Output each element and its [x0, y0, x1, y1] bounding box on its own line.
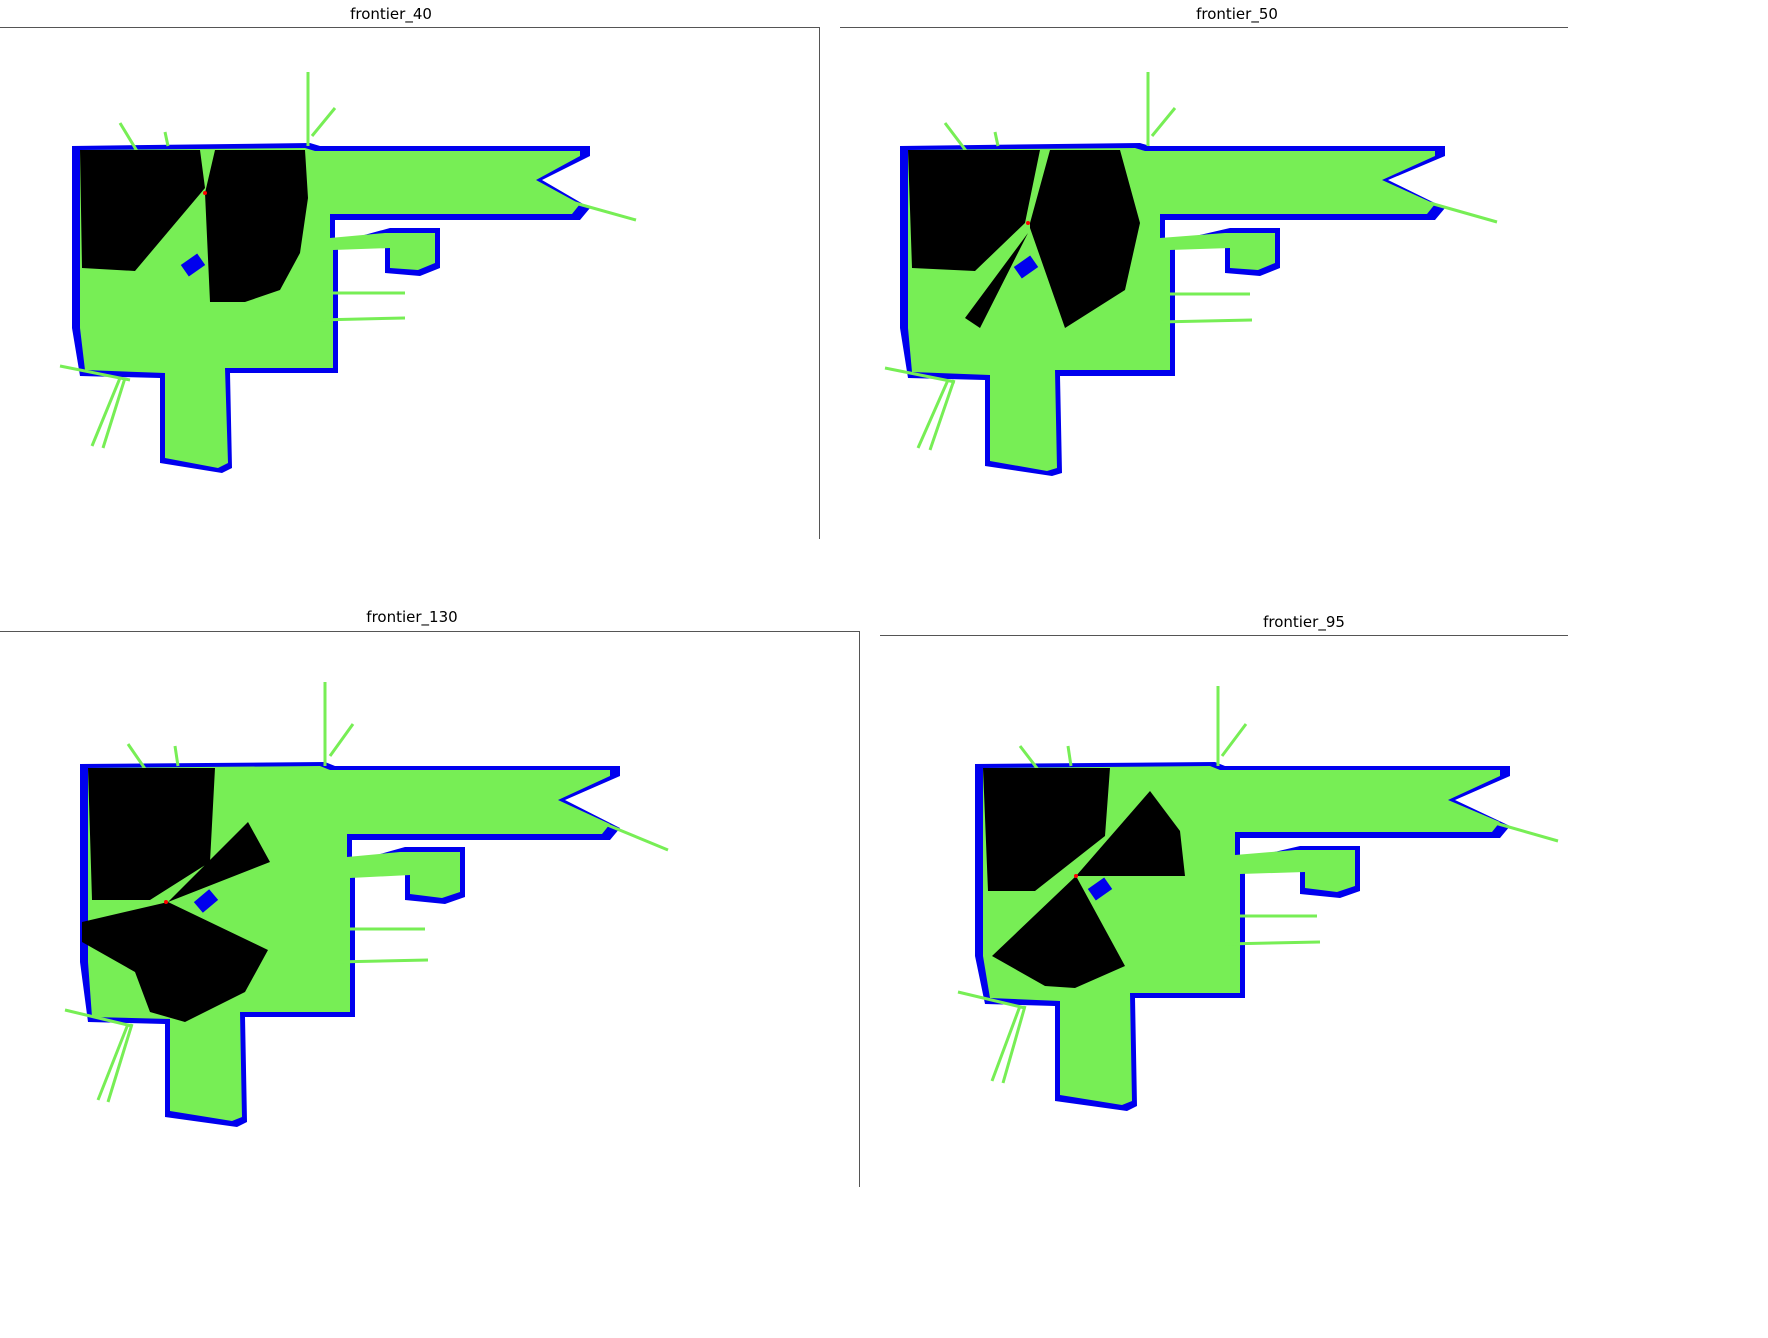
obstacle-box: [1013, 255, 1039, 279]
obstacle-box: [193, 889, 219, 913]
occupancy-map: [64, 682, 669, 1127]
axes-right-border: [859, 631, 860, 1187]
axes-top-border: [840, 27, 1568, 28]
explored-region: [983, 768, 1185, 988]
axes-right-border: [819, 27, 820, 539]
axes-top-border: [0, 27, 820, 28]
occupancy-map: [59, 72, 637, 473]
free-rays: [64, 682, 669, 1103]
panel-title: frontier_130: [366, 608, 458, 626]
panel-title: frontier_50: [1196, 5, 1278, 23]
robot-marker: [1074, 874, 1078, 878]
free-rays: [59, 72, 637, 449]
robot-marker: [164, 900, 168, 904]
plot-panel-frontier-40: frontier_40: [0, 0, 820, 540]
map-image: [0, 632, 859, 1187]
robot-marker: [1026, 221, 1030, 225]
axes-top-border: [880, 635, 1568, 636]
map-image: [880, 636, 1568, 1187]
explored-region: [908, 150, 1140, 328]
obstacle-box: [1087, 877, 1113, 901]
occupancy-map: [884, 72, 1498, 476]
explored-region: [80, 150, 308, 302]
map-image: [0, 28, 819, 539]
explored-region: [82, 768, 270, 1022]
plot-panel-frontier-50: frontier_50: [840, 0, 1568, 540]
free-rays: [957, 686, 1559, 1084]
panel-title: frontier_95: [1263, 613, 1345, 631]
plot-panel-frontier-95: frontier_95: [880, 608, 1568, 1187]
free-rays: [884, 72, 1498, 451]
plot-panel-frontier-130: frontier_130: [0, 603, 860, 1187]
robot-marker: [203, 191, 207, 195]
occupancy-map: [957, 686, 1559, 1111]
panel-title: frontier_40: [350, 5, 432, 23]
axes-top-border: [0, 631, 860, 632]
free-space: [80, 148, 580, 468]
obstacle-box: [180, 253, 206, 277]
map-image: [840, 28, 1568, 539]
